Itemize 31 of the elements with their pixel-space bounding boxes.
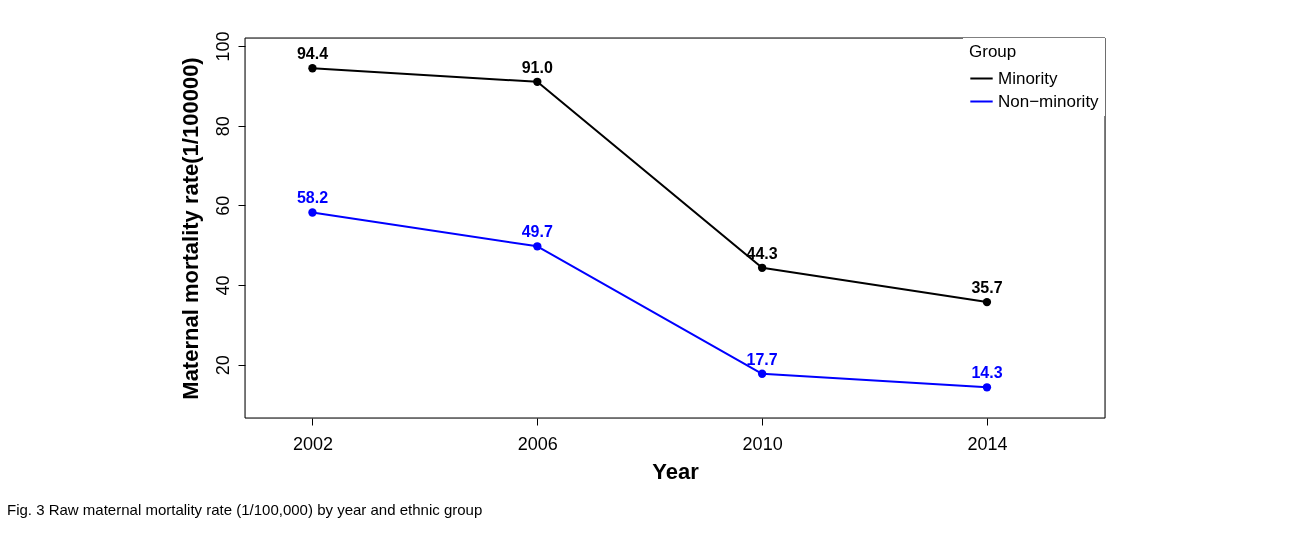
y-tick-label: 40	[212, 275, 233, 296]
text: 94.4	[296, 45, 329, 63]
point	[308, 208, 317, 217]
legend-title: Group	[969, 42, 1017, 61]
text: 35.7	[971, 279, 1003, 297]
point	[533, 77, 542, 86]
y-axis-title: Maternal mortality rate(1/100000)	[177, 57, 203, 400]
caption: Fig. 3 Raw maternal mortality rate (1/100,000) by year and ethnic group	[7, 501, 483, 518]
point	[982, 383, 992, 392]
text: 17.7	[746, 350, 778, 368]
text: 14.3	[971, 364, 1003, 382]
x-axis-title: Year	[652, 458, 700, 484]
text: 49.7	[521, 223, 553, 241]
legend-label: Minority	[998, 68, 1059, 88]
text: 44.3	[746, 244, 778, 262]
text: 58.2	[296, 189, 329, 207]
point	[982, 297, 992, 307]
point	[308, 64, 317, 73]
legend-label: Non−minority	[998, 91, 1100, 111]
point	[757, 263, 767, 273]
y-tick-label: 20	[212, 355, 233, 376]
y-tick-label: 80	[212, 116, 233, 137]
y-tick-label: 60	[212, 195, 233, 216]
text: 91.0	[521, 58, 553, 76]
point	[533, 242, 542, 251]
x-tick-label: 2006	[517, 433, 558, 454]
point	[757, 369, 767, 378]
x-tick-label: 2014	[967, 433, 1008, 454]
x-tick-label: 2002	[292, 433, 333, 454]
x-tick-label: 2010	[742, 433, 783, 454]
y-tick-label: 100	[212, 31, 233, 62]
